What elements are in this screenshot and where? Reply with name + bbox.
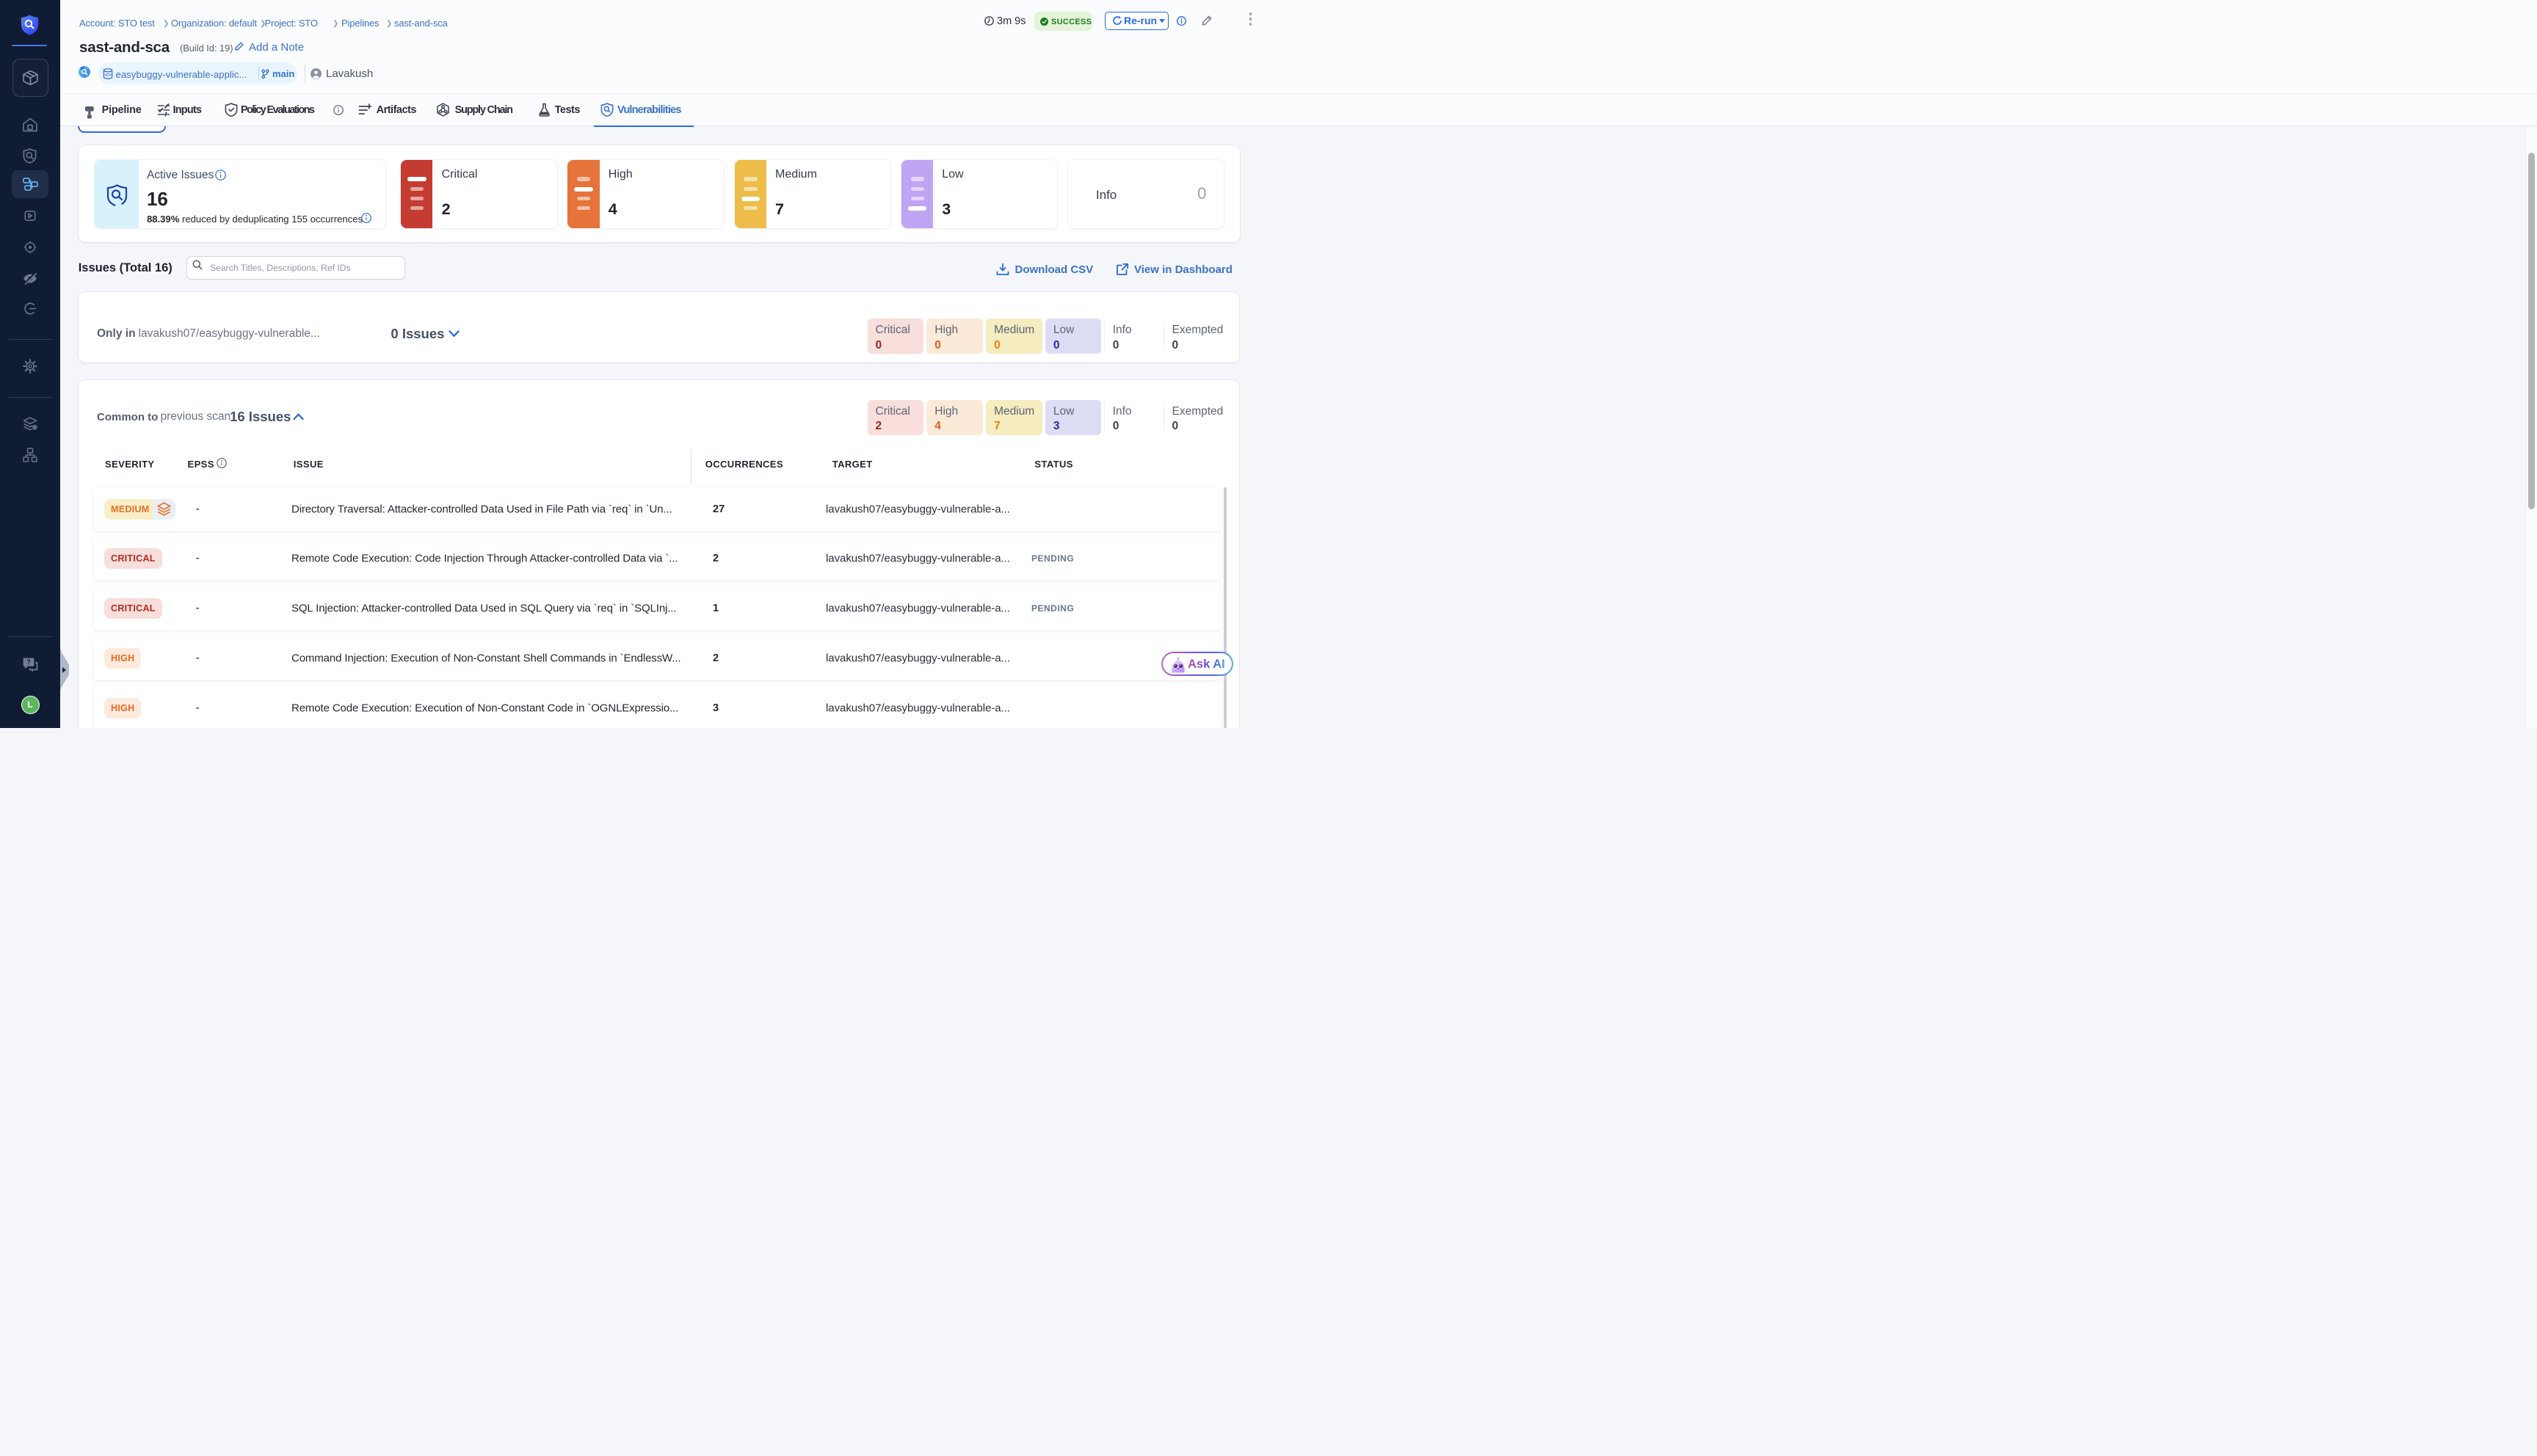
svg-text:?: ? (26, 658, 31, 666)
svg-text:</>: </> (105, 73, 112, 78)
